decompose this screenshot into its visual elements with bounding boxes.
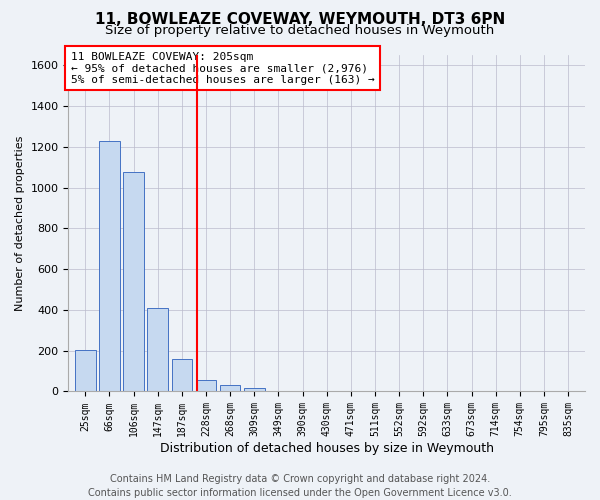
Bar bbox=[220, 386, 241, 392]
Text: 11, BOWLEAZE COVEWAY, WEYMOUTH, DT3 6PN: 11, BOWLEAZE COVEWAY, WEYMOUTH, DT3 6PN bbox=[95, 12, 505, 26]
Bar bbox=[196, 380, 216, 392]
X-axis label: Distribution of detached houses by size in Weymouth: Distribution of detached houses by size … bbox=[160, 442, 494, 455]
Bar bbox=[148, 308, 168, 392]
Bar bbox=[75, 350, 95, 392]
Y-axis label: Number of detached properties: Number of detached properties bbox=[15, 136, 25, 311]
Bar bbox=[172, 359, 192, 392]
Text: Contains HM Land Registry data © Crown copyright and database right 2024.
Contai: Contains HM Land Registry data © Crown c… bbox=[88, 474, 512, 498]
Bar bbox=[124, 172, 144, 392]
Bar bbox=[244, 388, 265, 392]
Text: Size of property relative to detached houses in Weymouth: Size of property relative to detached ho… bbox=[106, 24, 494, 37]
Bar bbox=[99, 140, 120, 392]
Text: 11 BOWLEAZE COVEWAY: 205sqm
← 95% of detached houses are smaller (2,976)
5% of s: 11 BOWLEAZE COVEWAY: 205sqm ← 95% of det… bbox=[71, 52, 375, 85]
